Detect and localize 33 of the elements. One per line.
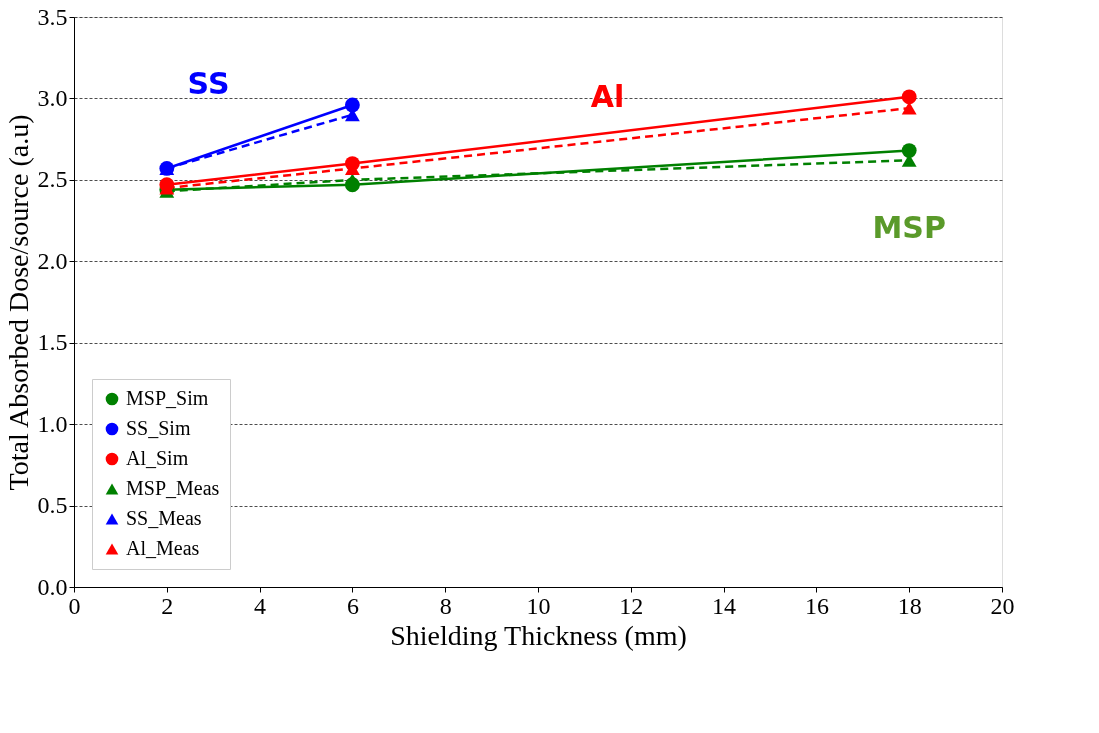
point	[901, 89, 917, 105]
x-tick-label: 8	[439, 592, 452, 619]
x-tick-label: 16	[804, 592, 829, 619]
x-tick-label: 18	[897, 592, 922, 619]
legend-label: Al_Meas	[126, 537, 200, 559]
annotation: Al	[590, 79, 625, 115]
x-tick-label: 0	[68, 592, 81, 619]
point	[344, 173, 360, 187]
x-tick-label: 14	[712, 592, 737, 619]
point	[901, 143, 917, 158]
y-tick-label: 2.0	[37, 247, 68, 274]
x-axis-title: Shielding Thickness (mm)	[390, 619, 687, 651]
y-tick-label: 0.0	[37, 573, 68, 600]
y-tick-label: 2.5	[37, 166, 68, 193]
x-tick-label: 4	[254, 592, 267, 619]
y-tick-label: 3.0	[37, 84, 68, 111]
legend-label: Al_Sim	[126, 447, 189, 469]
x-tick-label: 2	[161, 592, 174, 619]
legend-label: SS_Sim	[126, 417, 191, 439]
x-tick-label: 12	[619, 592, 644, 619]
legend-label: MSP_Sim	[126, 387, 209, 409]
y-tick-label: 0.5	[37, 492, 68, 519]
legend-label: SS_Meas	[126, 507, 202, 529]
y-axis-title: Total Absorbed Dose/source (a.u)	[2, 114, 34, 491]
legend-label: MSP_Meas	[126, 477, 220, 499]
x-tick-label: 6	[346, 592, 359, 619]
y-tick-label: 1.5	[37, 329, 68, 356]
annotation: SS	[187, 66, 230, 102]
x-tick-label: 10	[526, 592, 551, 619]
annotation: MSP	[872, 209, 946, 245]
x-tick-label: 20	[990, 592, 1015, 619]
y-tick-label: 1.0	[37, 410, 68, 437]
y-tick-label: 3.5	[37, 3, 68, 30]
